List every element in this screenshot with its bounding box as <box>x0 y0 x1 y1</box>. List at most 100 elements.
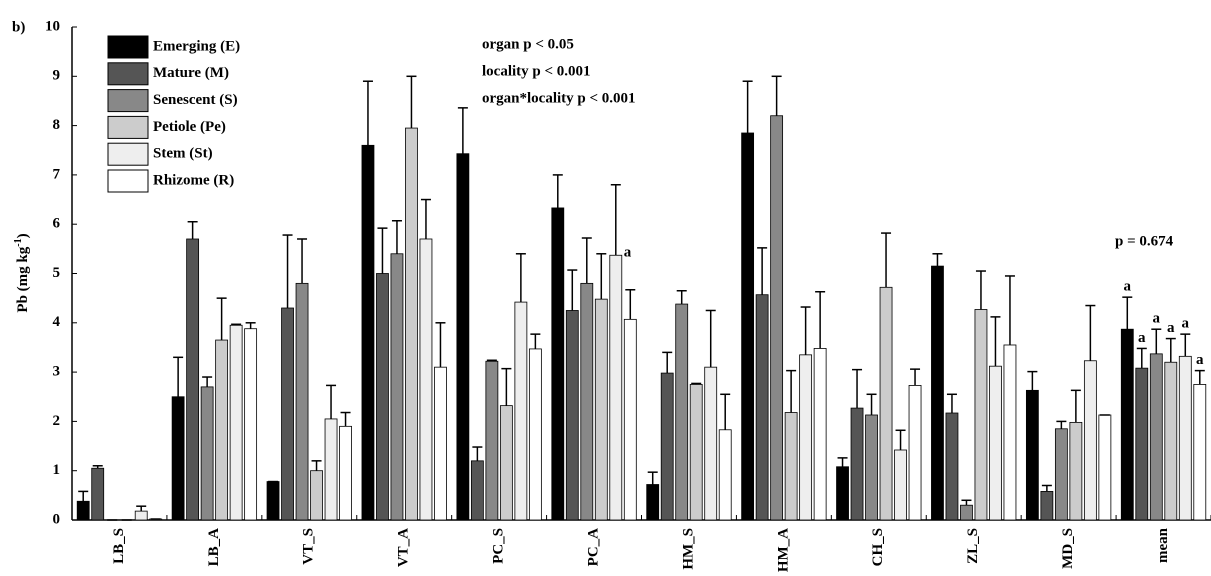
error-bar <box>881 232 892 288</box>
y-tick-label: 6 <box>53 216 61 232</box>
bar <box>1003 344 1017 521</box>
x-tick-label: ZL_S <box>965 528 981 564</box>
bar <box>528 348 542 521</box>
legend-label: Petiole (Pe) <box>153 119 226 135</box>
error-bar <box>852 368 863 409</box>
legend-swatch <box>107 169 149 193</box>
bar <box>376 273 389 521</box>
group-letter: a <box>1167 320 1175 336</box>
legend-swatch <box>107 35 149 59</box>
error-bar <box>92 465 103 469</box>
error-bar <box>932 253 943 267</box>
error-bar <box>1027 370 1038 391</box>
bar <box>974 309 988 521</box>
bar <box>594 298 608 521</box>
error-bar <box>837 457 848 467</box>
bar <box>1025 389 1039 521</box>
error-bar <box>625 289 636 320</box>
bar <box>784 412 798 521</box>
bar <box>470 460 484 521</box>
x-tick-label: PC_A <box>585 528 601 566</box>
bar <box>879 286 893 521</box>
error-bar <box>1070 389 1081 423</box>
x-tick-label: PC_S <box>491 528 507 564</box>
bar <box>689 384 703 521</box>
bar <box>660 372 674 521</box>
error-bar <box>486 359 497 362</box>
bar <box>850 407 864 521</box>
bar <box>434 366 447 521</box>
group-letter: a <box>1196 352 1204 368</box>
bar <box>1098 414 1112 521</box>
bar <box>244 328 258 521</box>
error-bar <box>216 297 227 341</box>
error-bar <box>173 356 184 397</box>
x-tick-label: LB_A <box>206 528 222 567</box>
bar <box>361 144 375 521</box>
group-letter: a <box>1138 330 1146 346</box>
error-bar <box>136 505 147 512</box>
y-label-end: ) <box>15 233 31 238</box>
y-label-main: Pb (mg kg <box>15 246 31 312</box>
bar <box>865 414 878 521</box>
error-bar <box>1004 275 1015 345</box>
bar <box>945 412 959 521</box>
y-tick-label: 5 <box>53 265 61 281</box>
group-letter: a <box>1153 311 1161 327</box>
error-bar <box>501 367 512 406</box>
error-bar <box>377 227 388 274</box>
error-bar <box>815 290 826 349</box>
bar <box>134 510 148 521</box>
bar <box>339 425 352 521</box>
legend-swatch <box>107 115 149 139</box>
error-bar <box>786 369 797 413</box>
extra-letter: a <box>624 245 632 261</box>
group-letter: a <box>1124 279 1132 295</box>
bar <box>499 405 513 521</box>
legend-label: Emerging (E) <box>153 38 240 54</box>
bar <box>718 429 732 521</box>
error-bar <box>662 351 673 374</box>
error-bar <box>771 75 782 116</box>
bar <box>623 318 637 521</box>
x-tick-label: mean <box>1155 527 1171 563</box>
bar <box>295 282 309 521</box>
panel-label: b) <box>12 19 25 35</box>
legend-label: Stem (St) <box>153 146 213 162</box>
error-bar <box>187 220 198 239</box>
bar <box>171 396 185 521</box>
bar <box>580 282 594 521</box>
bar <box>186 238 200 521</box>
bar <box>1149 353 1163 521</box>
y-axis-label: Pb (mg kg-1) <box>13 233 31 312</box>
x-tick-label: HM_S <box>680 528 696 570</box>
error-bar <box>78 490 89 502</box>
error-bar <box>326 384 337 419</box>
bar <box>485 360 499 521</box>
error-bar <box>297 238 308 284</box>
bar <box>908 385 922 521</box>
annotation: p = 0.674 <box>1115 233 1174 249</box>
annotation: organ*locality p < 0.001 <box>482 90 636 106</box>
x-tick-label: VT_S <box>301 528 317 565</box>
bar <box>989 365 1002 521</box>
bar <box>200 386 214 521</box>
bar <box>931 265 944 521</box>
bar <box>770 115 784 521</box>
error-bar <box>1194 369 1205 385</box>
bar <box>1135 367 1149 521</box>
error-bar <box>282 234 293 309</box>
annotation: organ p < 0.05 <box>482 36 574 52</box>
bar <box>266 481 280 521</box>
error-bar <box>552 174 563 208</box>
error-bar <box>757 247 768 295</box>
error-bar <box>457 107 468 154</box>
bar <box>215 339 229 521</box>
bar <box>310 470 323 521</box>
bar <box>704 366 718 521</box>
legend-label: Senescent (S) <box>153 92 238 108</box>
bar <box>960 504 973 521</box>
error-bar <box>567 269 578 311</box>
bar <box>894 449 907 521</box>
